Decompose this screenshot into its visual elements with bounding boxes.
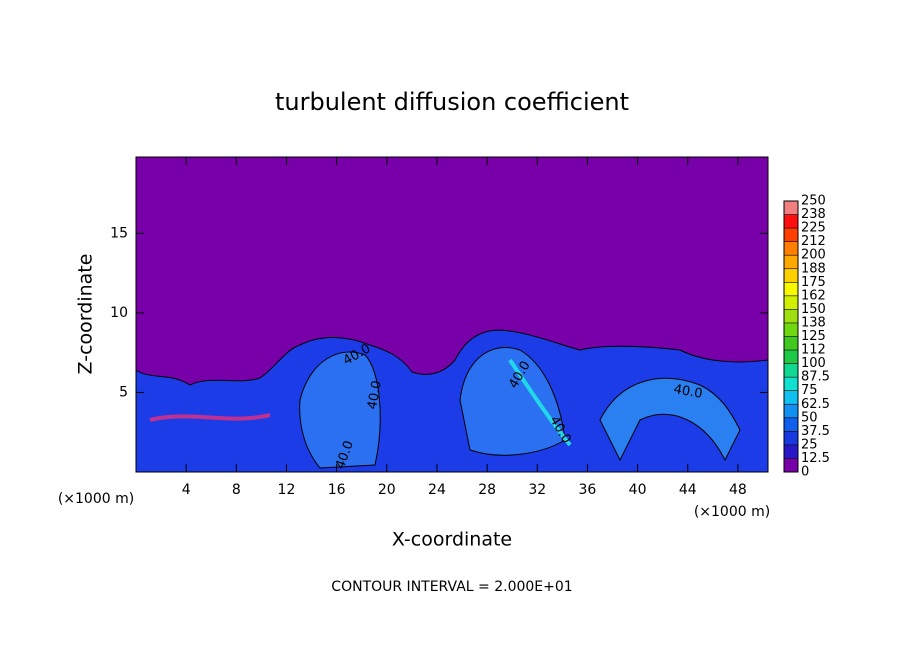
y-tick-label: 5 — [119, 384, 128, 400]
colorbar-band — [784, 458, 798, 472]
colorbar-band — [784, 444, 798, 459]
colorbar-band — [784, 214, 798, 229]
colorbar-band — [784, 309, 798, 323]
colorbar-label: 225 — [801, 221, 826, 236]
field-region — [599, 378, 741, 462]
colorbar-label: 212 — [801, 234, 826, 249]
field-region — [299, 351, 381, 469]
x-tick-label: 8 — [232, 482, 241, 498]
x-tick-label: 4 — [182, 482, 191, 498]
colorbar-band — [784, 404, 798, 418]
colorbar-label: 125 — [801, 329, 826, 344]
colorbar-label: 87.5 — [801, 370, 830, 385]
x-tick-label: 32 — [528, 482, 546, 498]
colorbar-band — [784, 363, 798, 378]
colorbar-band — [784, 390, 798, 405]
colorbar-label: 162 — [801, 288, 826, 303]
colorbar-label: 112 — [801, 343, 826, 358]
contour-label: 40.0 — [672, 382, 703, 402]
colorbar-label: 37.5 — [801, 424, 830, 439]
colorbar-label: 150 — [801, 302, 826, 317]
x-tick-label: 16 — [328, 482, 346, 498]
colorbar-label: 188 — [801, 261, 826, 276]
colorbar-band — [784, 377, 798, 391]
colorbar-band — [784, 431, 798, 445]
x-tick-label: 20 — [378, 482, 396, 498]
colorbar-label: 200 — [801, 248, 826, 263]
footer-note: CONTOUR INTERVAL = 2.000E+01 — [331, 579, 572, 595]
y-tick-label: 15 — [110, 225, 128, 241]
colorbar-label: 0 — [801, 465, 809, 480]
contour-label: 40.0 — [365, 379, 385, 410]
colorbar-label: 25 — [801, 437, 818, 452]
x-tick-label: 36 — [579, 482, 597, 498]
colorbar-label: 250 — [801, 194, 826, 209]
x-tick-label: 24 — [428, 482, 446, 498]
field-region — [459, 346, 566, 456]
colorbar-band — [784, 228, 798, 242]
field-streak — [508, 358, 572, 447]
x-axis-label: X-coordinate — [392, 529, 512, 551]
x-tick-label: 12 — [278, 482, 296, 498]
x-unit: (×1000 m) — [694, 504, 770, 520]
colorbar-label: 12.5 — [801, 451, 830, 466]
colorbar-band — [784, 350, 798, 364]
colorbar-band — [784, 322, 798, 337]
field-streak — [149, 413, 271, 422]
x-tick-label: 48 — [729, 482, 747, 498]
colorbar-label: 175 — [801, 275, 826, 290]
y-tick-label: 10 — [110, 305, 128, 321]
colorbar-band — [784, 417, 798, 432]
y-axis-label: Z-coordinate — [75, 254, 97, 375]
colorbar-label: 238 — [801, 207, 826, 222]
colorbar-band — [784, 201, 798, 215]
x-tick-label: 44 — [679, 482, 697, 498]
x-tick-label: 40 — [629, 482, 647, 498]
colorbar-label: 62.5 — [801, 397, 830, 412]
x-tick-label: 28 — [478, 482, 496, 498]
colorbar-band — [784, 336, 798, 351]
colorbar-band — [784, 255, 798, 269]
colorbar-band — [784, 282, 798, 296]
colorbar-band — [784, 295, 798, 310]
plot-frame — [135, 156, 769, 473]
colorbar-label: 50 — [801, 410, 818, 425]
x-unit: (×1000 m) — [58, 491, 134, 507]
colorbar-label: 100 — [801, 356, 826, 371]
colorbar-label: 75 — [801, 383, 818, 398]
chart-title: turbulent diffusion coefficient — [275, 88, 629, 116]
colorbar-band — [784, 241, 798, 256]
colorbar-band — [784, 268, 798, 283]
colorbar-label: 138 — [801, 315, 826, 330]
